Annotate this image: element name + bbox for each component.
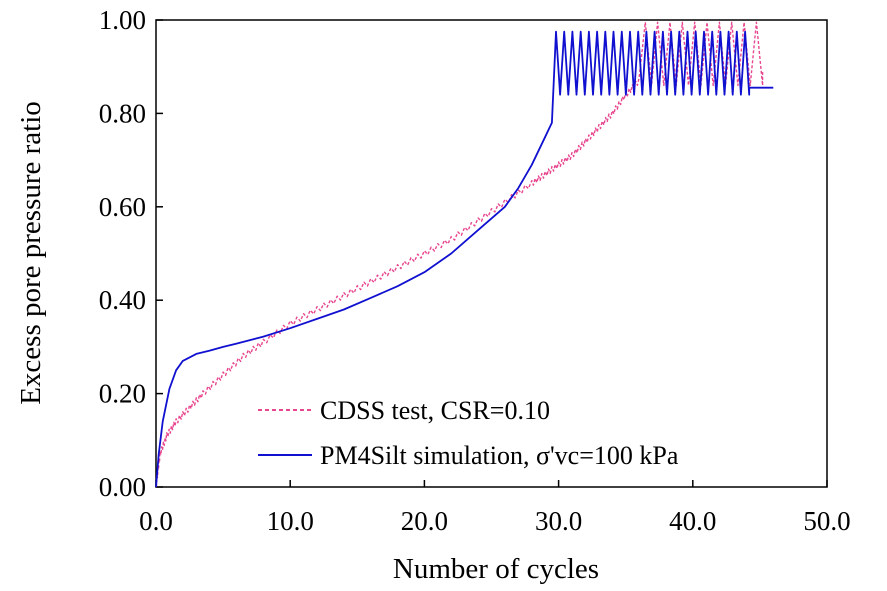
y-tick-label: 0.80: [99, 98, 146, 128]
legend-label-pm4silt: PM4Silt simulation, σ'vc=100 kPa: [320, 441, 679, 470]
legend-label-cdss: CDSS test, CSR=0.10: [320, 396, 550, 425]
y-axis-ticks: 0.00 0.20 0.40 0.60 0.80 1.00: [99, 5, 163, 502]
series-cdss-test-line: [155, 21, 764, 488]
x-tick-label: 0.0: [139, 506, 173, 536]
x-tick-label: 20.0: [401, 506, 448, 536]
series-layer: [155, 21, 774, 488]
x-axis-title: Number of cycles: [393, 553, 599, 585]
y-tick-label: 1.00: [99, 5, 146, 35]
x-tick-label: 40.0: [669, 506, 716, 536]
y-axis-title: Excess pore pressure ratio: [15, 101, 47, 405]
y-tick-label: 0.20: [99, 379, 146, 409]
series-pm4silt-line: [155, 30, 774, 488]
x-tick-label: 50.0: [803, 506, 850, 536]
legend: CDSS test, CSR=0.10 PM4Silt simulation, …: [258, 396, 679, 470]
x-tick-label: 30.0: [535, 506, 582, 536]
y-tick-label: 0.60: [99, 192, 146, 222]
y-tick-label: 0.00: [99, 472, 146, 502]
x-tick-label: 10.0: [267, 506, 314, 536]
y-tick-label: 0.40: [99, 285, 146, 315]
x-axis-ticks: 0.0 10.0 20.0 30.0 40.0 50.0: [139, 480, 851, 536]
